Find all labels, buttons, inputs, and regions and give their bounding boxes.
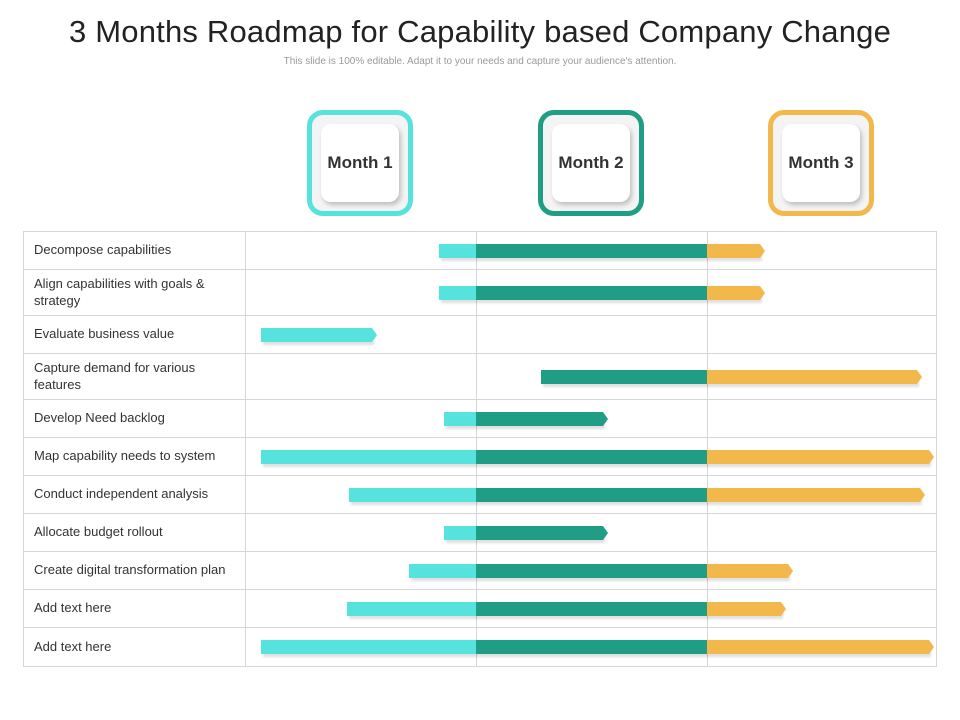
task-bar-segment-month-1 [443,412,476,426]
column-divider [476,354,477,399]
column-divider [707,514,708,551]
task-bar-segment-month-1 [409,564,476,578]
task-bar-arrow [372,328,378,342]
task-bar [443,412,609,429]
task-label: Map capability needs to system [34,448,216,464]
task-bar [348,488,925,505]
table-row: Evaluate business value [24,316,936,354]
column-divider [245,514,246,551]
task-bar [261,328,378,345]
column-divider [245,232,246,269]
task-bar-segment-month-2 [475,602,707,616]
task-bar-arrow [780,602,786,616]
column-divider [707,400,708,437]
task-bar-segment-month-1 [443,526,476,540]
task-bar-segment-month-2 [540,370,707,384]
task-bar [439,286,766,303]
task-bar [261,640,934,657]
column-divider [245,316,246,353]
page-title: 3 Months Roadmap for Capability based Co… [68,14,892,49]
task-bar-segment-month-1 [439,286,476,300]
month-3-card: Month 3 [768,110,874,216]
month-2-label: Month 2 [552,124,630,202]
task-bar-arrow [928,640,934,654]
column-divider [707,316,708,353]
month-1-label: Month 1 [321,124,399,202]
task-bar-segment-month-1 [348,488,476,502]
month-3-label: Month 3 [782,124,860,202]
task-bar-arrow [760,286,766,300]
task-bar-arrow [917,370,923,384]
task-bar [346,602,786,619]
task-bar-segment-month-2 [475,286,707,300]
task-bar [540,370,923,387]
task-label: Decompose capabilities [34,242,172,258]
task-bar [261,450,934,467]
task-bar-segment-month-2 [475,244,707,258]
task-bar-segment-month-3 [706,370,918,384]
task-bar-arrow [760,244,766,258]
task-bar-segment-month-2 [475,412,604,426]
task-label: Allocate budget rollout [34,524,163,540]
column-divider [245,590,246,627]
task-bar-segment-month-3 [706,602,781,616]
task-label: Capture demand for various features [34,359,196,392]
task-bar-segment-month-1 [261,450,476,464]
table-row: Align capabilities with goals & strategy [24,270,936,316]
task-bar-segment-month-2 [475,450,707,464]
month-1-card: Month 1 [307,110,413,216]
task-label: Develop Need backlog [34,410,165,426]
table-row: Add text here [24,590,936,628]
table-row: Develop Need backlog [24,400,936,438]
task-bar-arrow [603,526,609,540]
task-label: Add text here [34,638,112,654]
table-row: Map capability needs to system [24,438,936,476]
task-bar-arrow [928,450,934,464]
column-divider [245,476,246,513]
task-label: Create digital transformation plan [34,562,226,578]
column-divider [245,400,246,437]
column-divider [245,438,246,475]
task-bar-segment-month-3 [706,286,761,300]
task-bar-segment-month-3 [706,244,761,258]
task-bar [439,244,766,261]
task-label: Align capabilities with goals & strategy [34,275,205,308]
page-subtitle: This slide is 100% editable. Adapt it to… [283,56,677,67]
task-bar-segment-month-3 [706,488,920,502]
task-bar-segment-month-1 [261,328,373,342]
column-divider [245,354,246,399]
table-row: Allocate budget rollout [24,514,936,552]
task-bar-segment-month-1 [261,640,476,654]
task-bar-segment-month-2 [475,564,707,578]
table-row: Decompose capabilities [24,232,936,270]
task-bar [409,564,793,581]
task-label: Add text here [34,600,112,616]
task-bar-arrow [603,412,609,426]
task-bar-segment-month-2 [475,526,604,540]
table-row: Add text here [24,628,936,666]
task-bar [443,526,609,543]
column-divider [245,628,246,666]
task-bar-segment-month-2 [475,640,707,654]
task-bar-segment-month-2 [475,488,707,502]
table-row: Capture demand for various features [24,354,936,400]
task-bar-segment-month-1 [439,244,476,258]
task-bar-arrow [787,564,793,578]
task-bar-arrow [919,488,925,502]
roadmap-grid: Decompose capabilities Align capabilities… [23,231,937,667]
column-divider [476,316,477,353]
task-label: Evaluate business value [34,326,175,342]
table-row: Conduct independent analysis [24,476,936,514]
task-bar-segment-month-3 [706,640,929,654]
column-divider [245,552,246,589]
task-label: Conduct independent analysis [34,486,209,502]
task-bar-segment-month-1 [346,602,476,616]
column-divider [245,270,246,315]
table-row: Create digital transformation plan [24,552,936,590]
month-2-card: Month 2 [538,110,644,216]
task-bar-segment-month-3 [706,450,929,464]
task-bar-segment-month-3 [706,564,788,578]
